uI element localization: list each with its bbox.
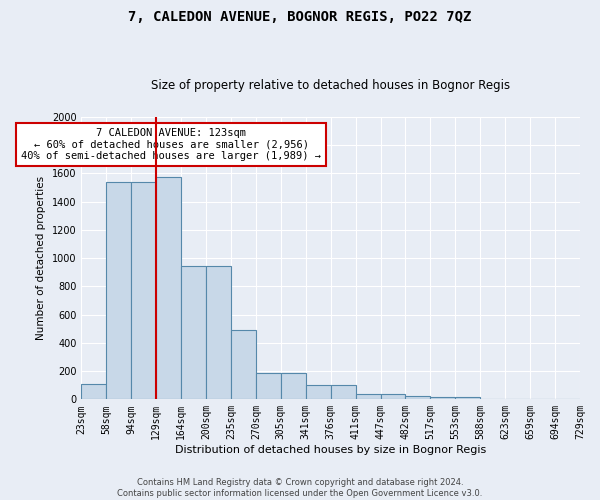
- Text: 7 CALEDON AVENUE: 123sqm
← 60% of detached houses are smaller (2,956)
40% of sem: 7 CALEDON AVENUE: 123sqm ← 60% of detach…: [21, 128, 321, 162]
- Bar: [380, 394, 406, 400]
- Bar: [406, 396, 430, 400]
- Title: Size of property relative to detached houses in Bognor Regis: Size of property relative to detached ho…: [151, 79, 510, 92]
- Bar: [331, 385, 356, 400]
- Bar: [430, 397, 455, 400]
- Text: 7, CALEDON AVENUE, BOGNOR REGIS, PO22 7QZ: 7, CALEDON AVENUE, BOGNOR REGIS, PO22 7Q…: [128, 10, 472, 24]
- Bar: [356, 394, 380, 400]
- Bar: [106, 182, 131, 400]
- Bar: [231, 330, 256, 400]
- Bar: [206, 266, 231, 400]
- Bar: [256, 373, 281, 400]
- Text: Contains HM Land Registry data © Crown copyright and database right 2024.
Contai: Contains HM Land Registry data © Crown c…: [118, 478, 482, 498]
- X-axis label: Distribution of detached houses by size in Bognor Regis: Distribution of detached houses by size …: [175, 445, 486, 455]
- Bar: [156, 177, 181, 400]
- Bar: [181, 266, 206, 400]
- Bar: [82, 384, 106, 400]
- Bar: [455, 397, 480, 400]
- Bar: [131, 182, 156, 400]
- Bar: [306, 385, 331, 400]
- Bar: [281, 373, 306, 400]
- Y-axis label: Number of detached properties: Number of detached properties: [36, 176, 46, 340]
